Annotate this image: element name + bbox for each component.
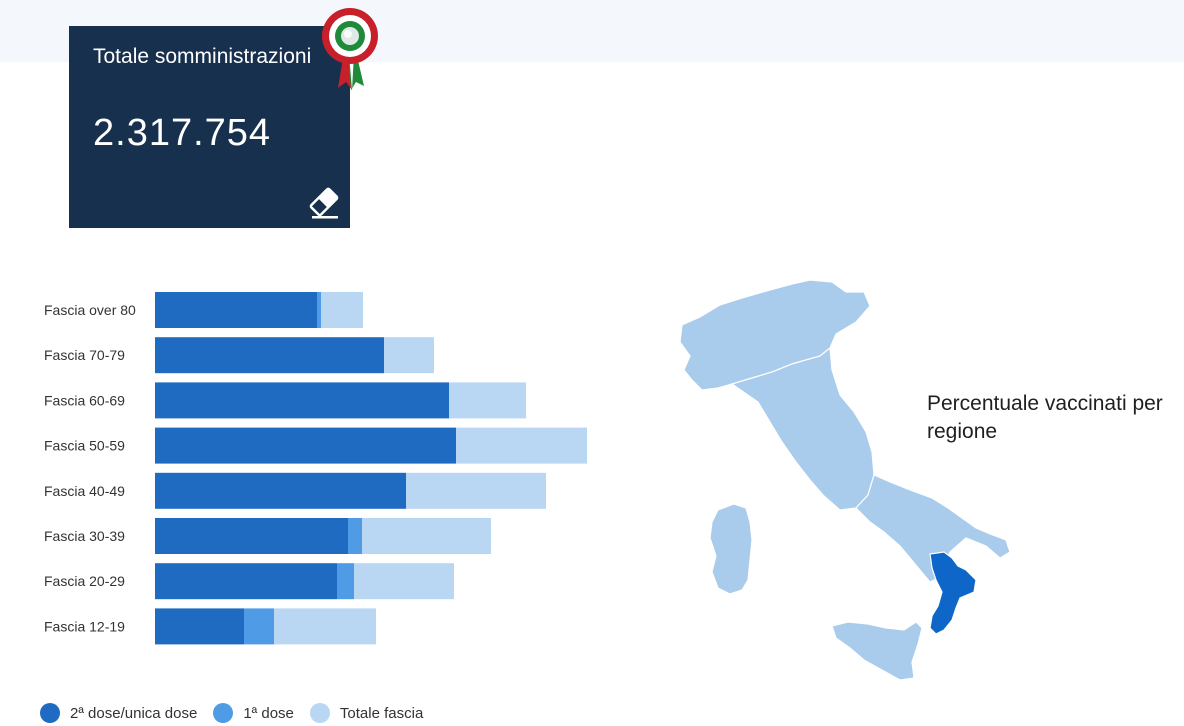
map-region-center[interactable] [730, 346, 875, 511]
legend-item-first-dose: 1ª dose [213, 703, 294, 723]
bar-segment-first-dose[interactable] [244, 608, 274, 645]
bar-segment-second-dose[interactable] [155, 427, 456, 464]
map-region-sicily[interactable] [831, 621, 923, 681]
legend-item-total: Totale fascia [309, 703, 424, 723]
category-label: Fascia 70-79 [44, 347, 125, 363]
map-region-north[interactable] [679, 279, 871, 391]
legend-swatch-first-dose [213, 703, 234, 723]
category-label: Fascia 12-19 [44, 618, 125, 634]
category-label: Fascia 20-29 [44, 573, 125, 589]
category-label: Fascia over 80 [44, 302, 136, 318]
legend-label-total: Totale fascia [339, 704, 424, 722]
legend-swatch-total [309, 703, 330, 723]
chart-legend: 2ª dose/unica dose 1ª dose Totale fascia [40, 702, 439, 724]
category-label: Fascia 60-69 [44, 392, 125, 408]
italy-regions-map [679, 279, 1011, 681]
bar-segment-total[interactable] [274, 608, 376, 645]
map-title: Percentuale vaccinati per regione [927, 392, 1163, 443]
italian-cockade-icon [322, 8, 378, 90]
legend-label-second-dose: 2ª dose/unica dose [70, 704, 198, 722]
bar-segment-second-dose[interactable] [155, 337, 384, 374]
legend-item-second-dose: 2ª dose/unica dose [40, 703, 197, 723]
card-title: Totale somministrazioni [93, 45, 312, 68]
bar-segment-second-dose[interactable] [155, 563, 337, 600]
bar-segment-second-dose[interactable] [155, 292, 317, 328]
category-label: Fascia 50-59 [44, 438, 125, 454]
bar-segment-second-dose[interactable] [155, 472, 406, 509]
bar-segment-second-dose[interactable] [155, 608, 244, 645]
bar-segment-second-dose[interactable] [155, 518, 348, 554]
total-administrations-card: Totale somministrazioni 2.317.754 [69, 26, 350, 228]
vaccination-bar-chart: Fascia over 80 Fascia 70-79 Fascia 60-69 Fa… [44, 292, 587, 645]
bar-segment-total[interactable] [321, 292, 363, 328]
bar-segment-total[interactable] [354, 563, 454, 600]
category-label: Fascia 40-49 [44, 483, 125, 499]
legend-swatch-second-dose [40, 703, 60, 723]
bar-segment-first-dose[interactable] [348, 518, 362, 554]
bar-segment-first-dose[interactable] [317, 292, 321, 328]
bar-segment-total[interactable] [456, 427, 587, 464]
eraser-icon[interactable] [304, 182, 344, 222]
map-region-calabria[interactable] [929, 551, 977, 635]
bar-segment-total[interactable] [406, 472, 546, 509]
bar-segment-second-dose[interactable] [155, 382, 449, 419]
bar-segment-total[interactable] [384, 337, 434, 374]
bar-segment-total[interactable] [362, 518, 491, 554]
legend-label-first-dose: 1ª dose [243, 704, 294, 722]
category-label: Fascia 30-39 [44, 528, 125, 544]
map-region-sardinia[interactable] [709, 503, 753, 595]
map-region-south[interactable] [855, 474, 1011, 583]
total-administrations-value: 2.317.754 [93, 112, 272, 154]
bar-segment-first-dose[interactable] [337, 563, 354, 600]
bar-segment-total[interactable] [449, 382, 526, 419]
